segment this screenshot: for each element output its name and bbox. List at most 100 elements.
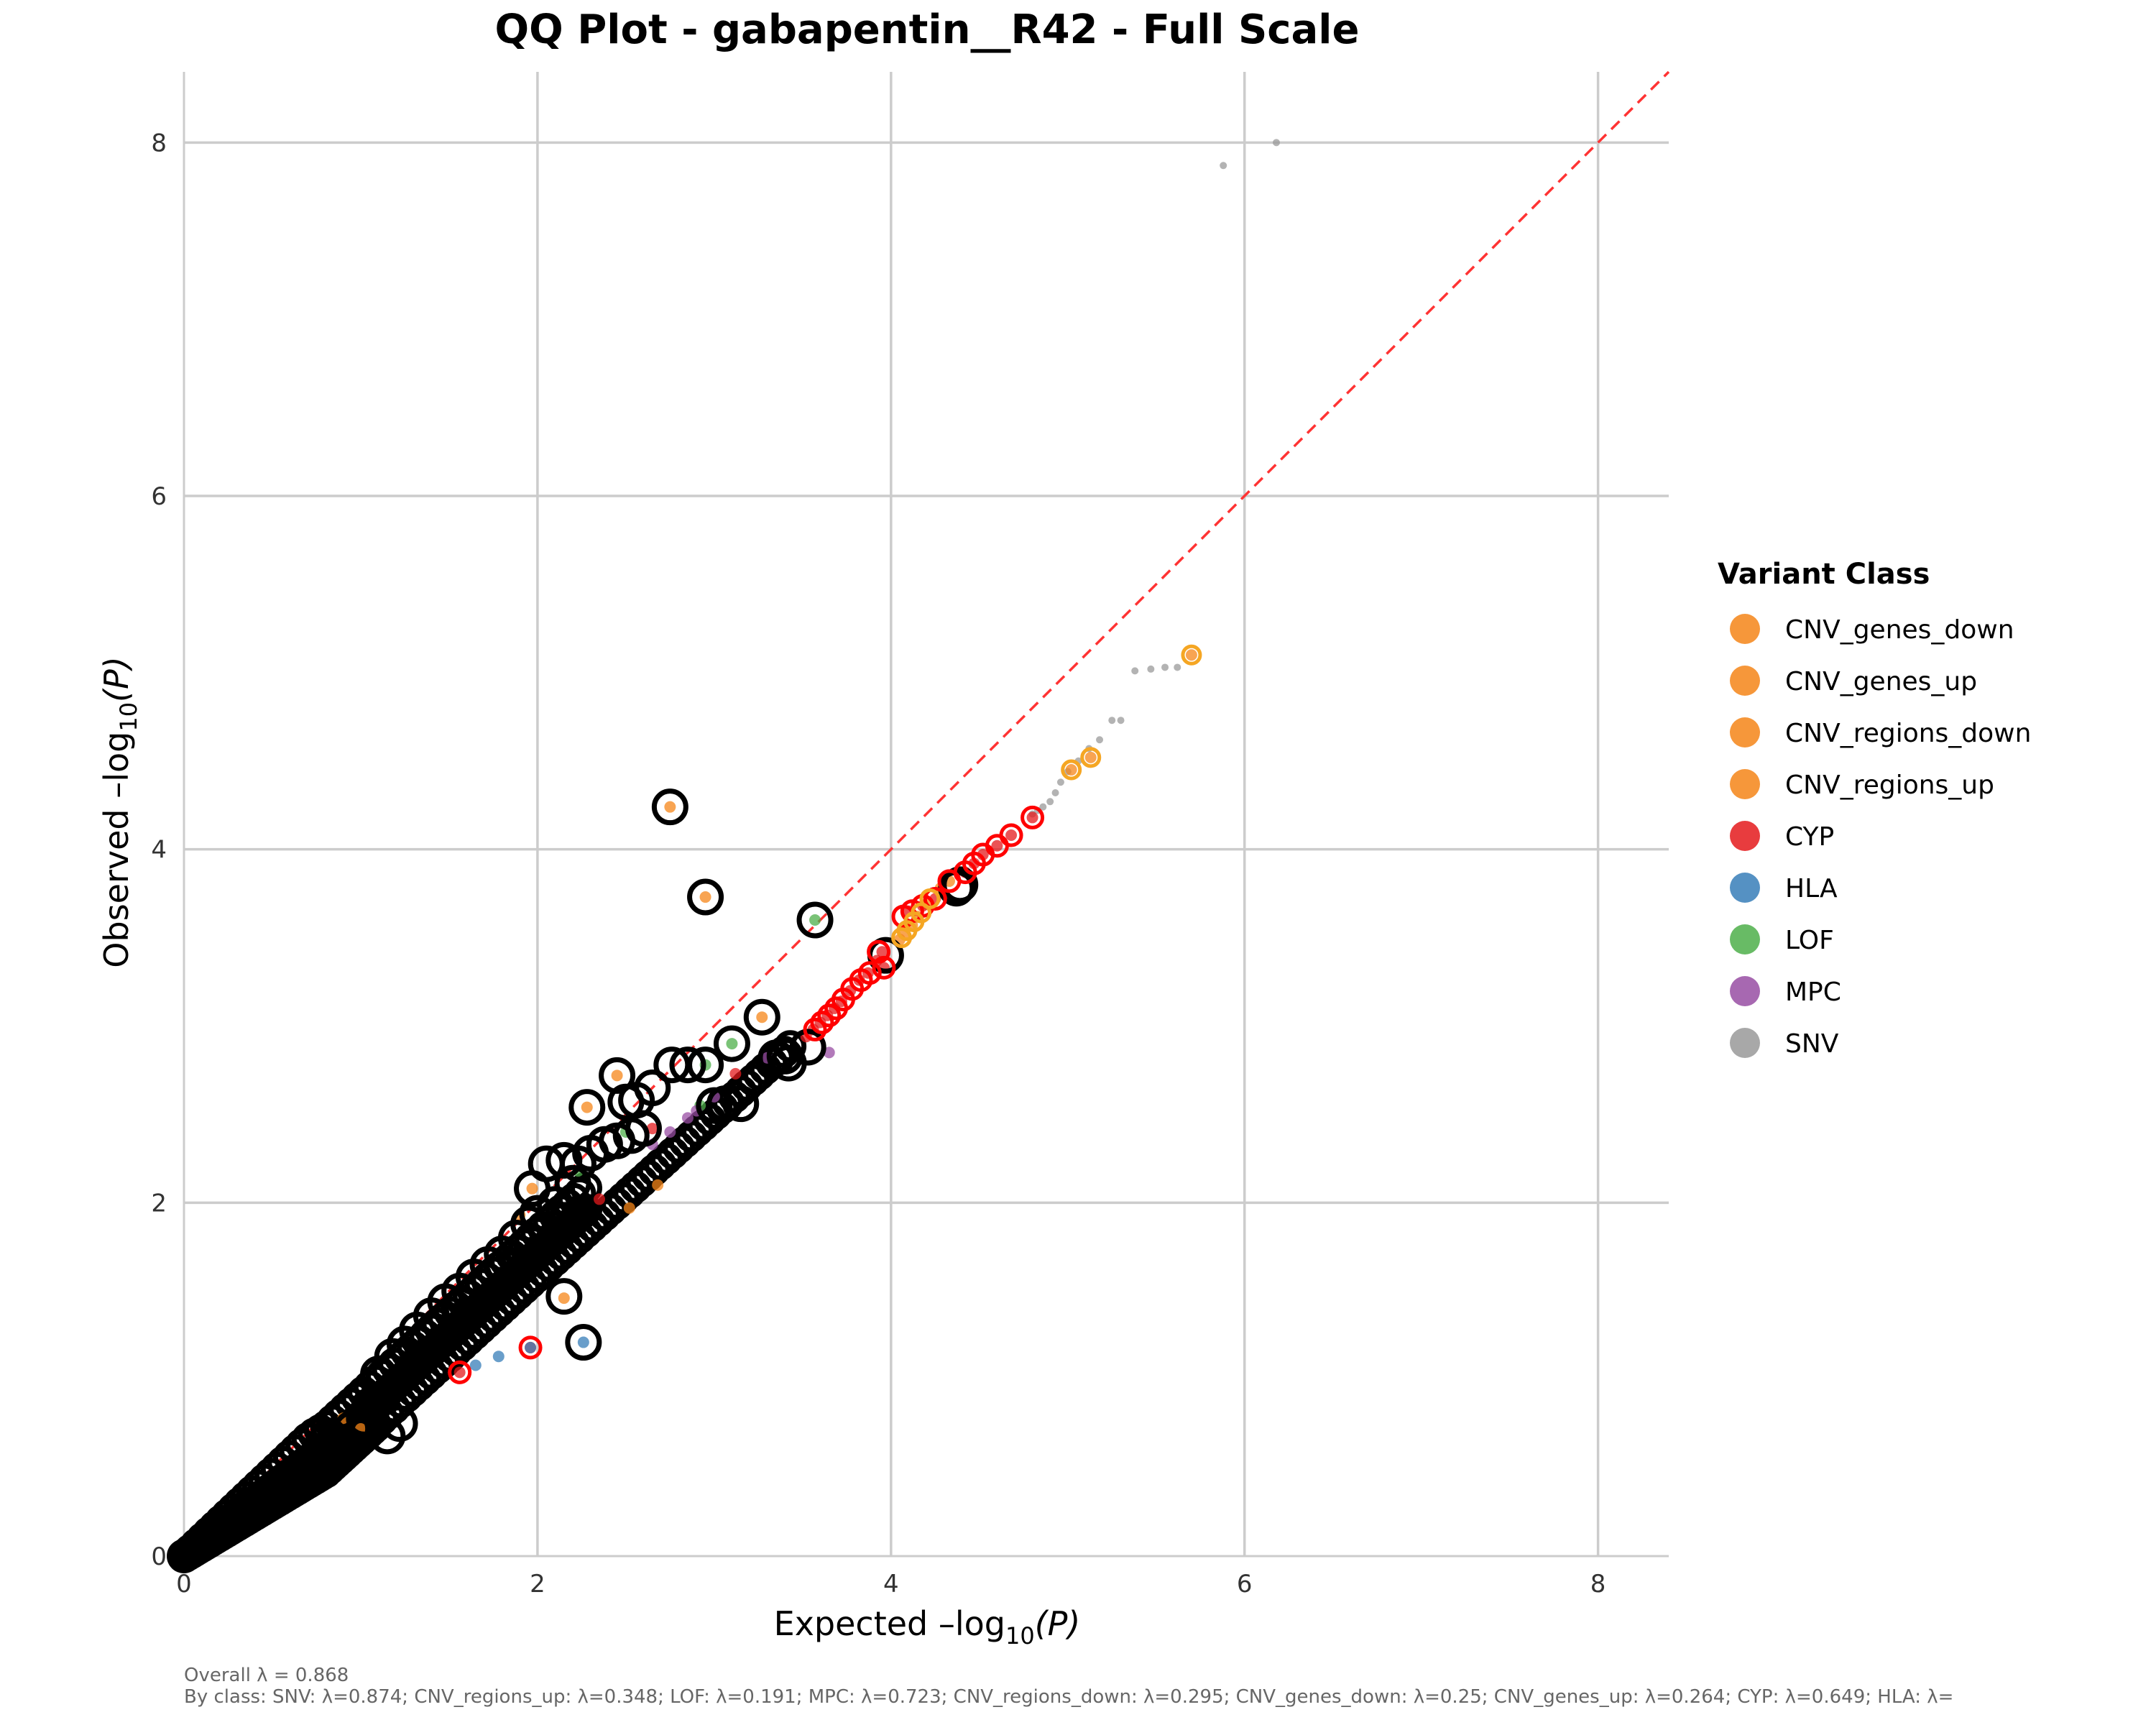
grid [184, 72, 1669, 1556]
cyp-outline-point [448, 1360, 472, 1384]
cnv-regions-up-point [623, 1202, 635, 1214]
cnv-regions-up-point [581, 1101, 593, 1113]
legend-label: CNV_genes_down [1785, 615, 2014, 645]
legend-label: SNV [1785, 1029, 1839, 1059]
y-tick-label: 6 [151, 482, 167, 511]
legend-swatch [1730, 666, 1760, 696]
snv-point [1117, 717, 1125, 724]
y-axis-label-suffix: (P) [97, 656, 136, 702]
highlighted-point [687, 878, 724, 916]
class-lambdas: By class: SNV: λ=0.874; CNV_regions_up: … [184, 1686, 1954, 1708]
highlighted-point [369, 1417, 406, 1455]
y-tick-label: 0 [151, 1542, 167, 1571]
cnv-regions-up-point [1084, 751, 1097, 763]
hla-point [492, 1351, 505, 1363]
legend-swatch [1730, 769, 1760, 799]
cyp-point [991, 840, 1003, 852]
cyp-point [453, 1366, 466, 1379]
hla-point [577, 1336, 589, 1348]
highlighted-point [568, 1089, 606, 1126]
legend-swatch [1730, 821, 1760, 851]
y-axis-label-sub: 10 [115, 702, 142, 732]
legend-label: CNV_regions_down [1785, 719, 2031, 748]
cyp-point [729, 1067, 742, 1080]
cyp-point [593, 1193, 605, 1205]
x-axis-label-suffix: (P) [1035, 1604, 1081, 1643]
cyp-point [1005, 829, 1018, 841]
legend-label: LOF [1785, 926, 1834, 955]
legend-swatch [1730, 614, 1760, 644]
highlighted-point [713, 1025, 750, 1062]
legend-label: HLA [1785, 874, 1838, 903]
legend-label: CNV_genes_up [1785, 667, 1977, 696]
highlighted-point [789, 1029, 826, 1066]
legend-swatch [1730, 924, 1760, 954]
x-axis-label-prefix: Expected –log [774, 1604, 1005, 1643]
highlighted-point [743, 998, 780, 1036]
cnv-regions-up-point [652, 1179, 664, 1191]
cyp-outline-point [803, 1017, 827, 1041]
legend-swatch [1730, 976, 1760, 1006]
highlighted-point [386, 1325, 423, 1363]
legend-swatch [1730, 1028, 1760, 1058]
highlighted-point [545, 1278, 583, 1315]
highlighted-point [696, 1087, 733, 1124]
cyp-outline-point [867, 939, 891, 964]
snv-point [1051, 789, 1059, 796]
highlighted-point [607, 1083, 645, 1121]
cnv-regions-up-point [664, 801, 676, 813]
mpc-point [681, 1112, 694, 1124]
highlighted-point [537, 1186, 573, 1223]
y-tick-label: 8 [151, 129, 167, 157]
snv-point [1108, 717, 1116, 724]
cyp-outline-point [518, 1335, 543, 1360]
x-tick-label: 0 [176, 1570, 192, 1598]
cyp-outline-point [824, 996, 849, 1021]
cnv-outline-point [1181, 644, 1202, 666]
highlighted-point [554, 1164, 591, 1202]
highlighted-point [796, 901, 834, 939]
snv-point [1272, 139, 1280, 147]
snv-point [1056, 778, 1064, 786]
data-points [310, 139, 1280, 1455]
highlighted-point [381, 1405, 418, 1443]
snv-point [1174, 663, 1181, 671]
highlighted-point [941, 866, 979, 903]
legend: Variant Class CNV_genes_down CNV_genes_up… [1718, 558, 2031, 1059]
cnv-regions-up-point [756, 1011, 768, 1024]
tick-labels: 0 2 4 6 8 0 2 4 6 8 [151, 129, 1606, 1598]
highlighted-point [565, 1324, 602, 1361]
legend-title: Variant Class [1718, 558, 1930, 591]
cyp-outline-point [810, 1011, 834, 1035]
cyp-outline-point [1021, 805, 1045, 829]
hla-point [469, 1359, 482, 1371]
axes [183, 72, 1669, 1558]
cnv-outline-point [1080, 747, 1102, 768]
y-axis-label-prefix: Observed –log [97, 732, 136, 968]
highlighted-point [651, 788, 688, 826]
cnv-regions-up-point [699, 891, 711, 903]
snv-point [1147, 665, 1155, 673]
overall-lambda: Overall λ = 0.868 [184, 1665, 349, 1686]
lof-point [809, 914, 821, 926]
legend-label: CYP [1785, 822, 1834, 852]
highlighted-point [722, 1085, 760, 1123]
legend-label: CNV_regions_up [1785, 770, 1994, 800]
legend-items: CNV_genes_down CNV_genes_up CNV_regions_do… [1730, 614, 2031, 1059]
mpc-point [823, 1046, 835, 1059]
snv-point [1220, 162, 1227, 170]
mpc-point [664, 1126, 676, 1138]
highlighted-point [519, 1195, 556, 1232]
snv-point [1046, 798, 1054, 806]
highlighted-point [669, 1046, 706, 1084]
snv-point [1161, 663, 1169, 671]
legend-swatch [1730, 873, 1760, 903]
x-axis-label: Expected –log10(P) [774, 1604, 1081, 1650]
x-tick-label: 6 [1237, 1570, 1253, 1598]
cnv-regions-up-point [526, 1182, 538, 1195]
snv-point [1096, 736, 1104, 744]
cnv-regions-up-point [558, 1292, 570, 1305]
cnv-outline-point [1061, 759, 1082, 781]
cyp-point [1026, 811, 1038, 824]
